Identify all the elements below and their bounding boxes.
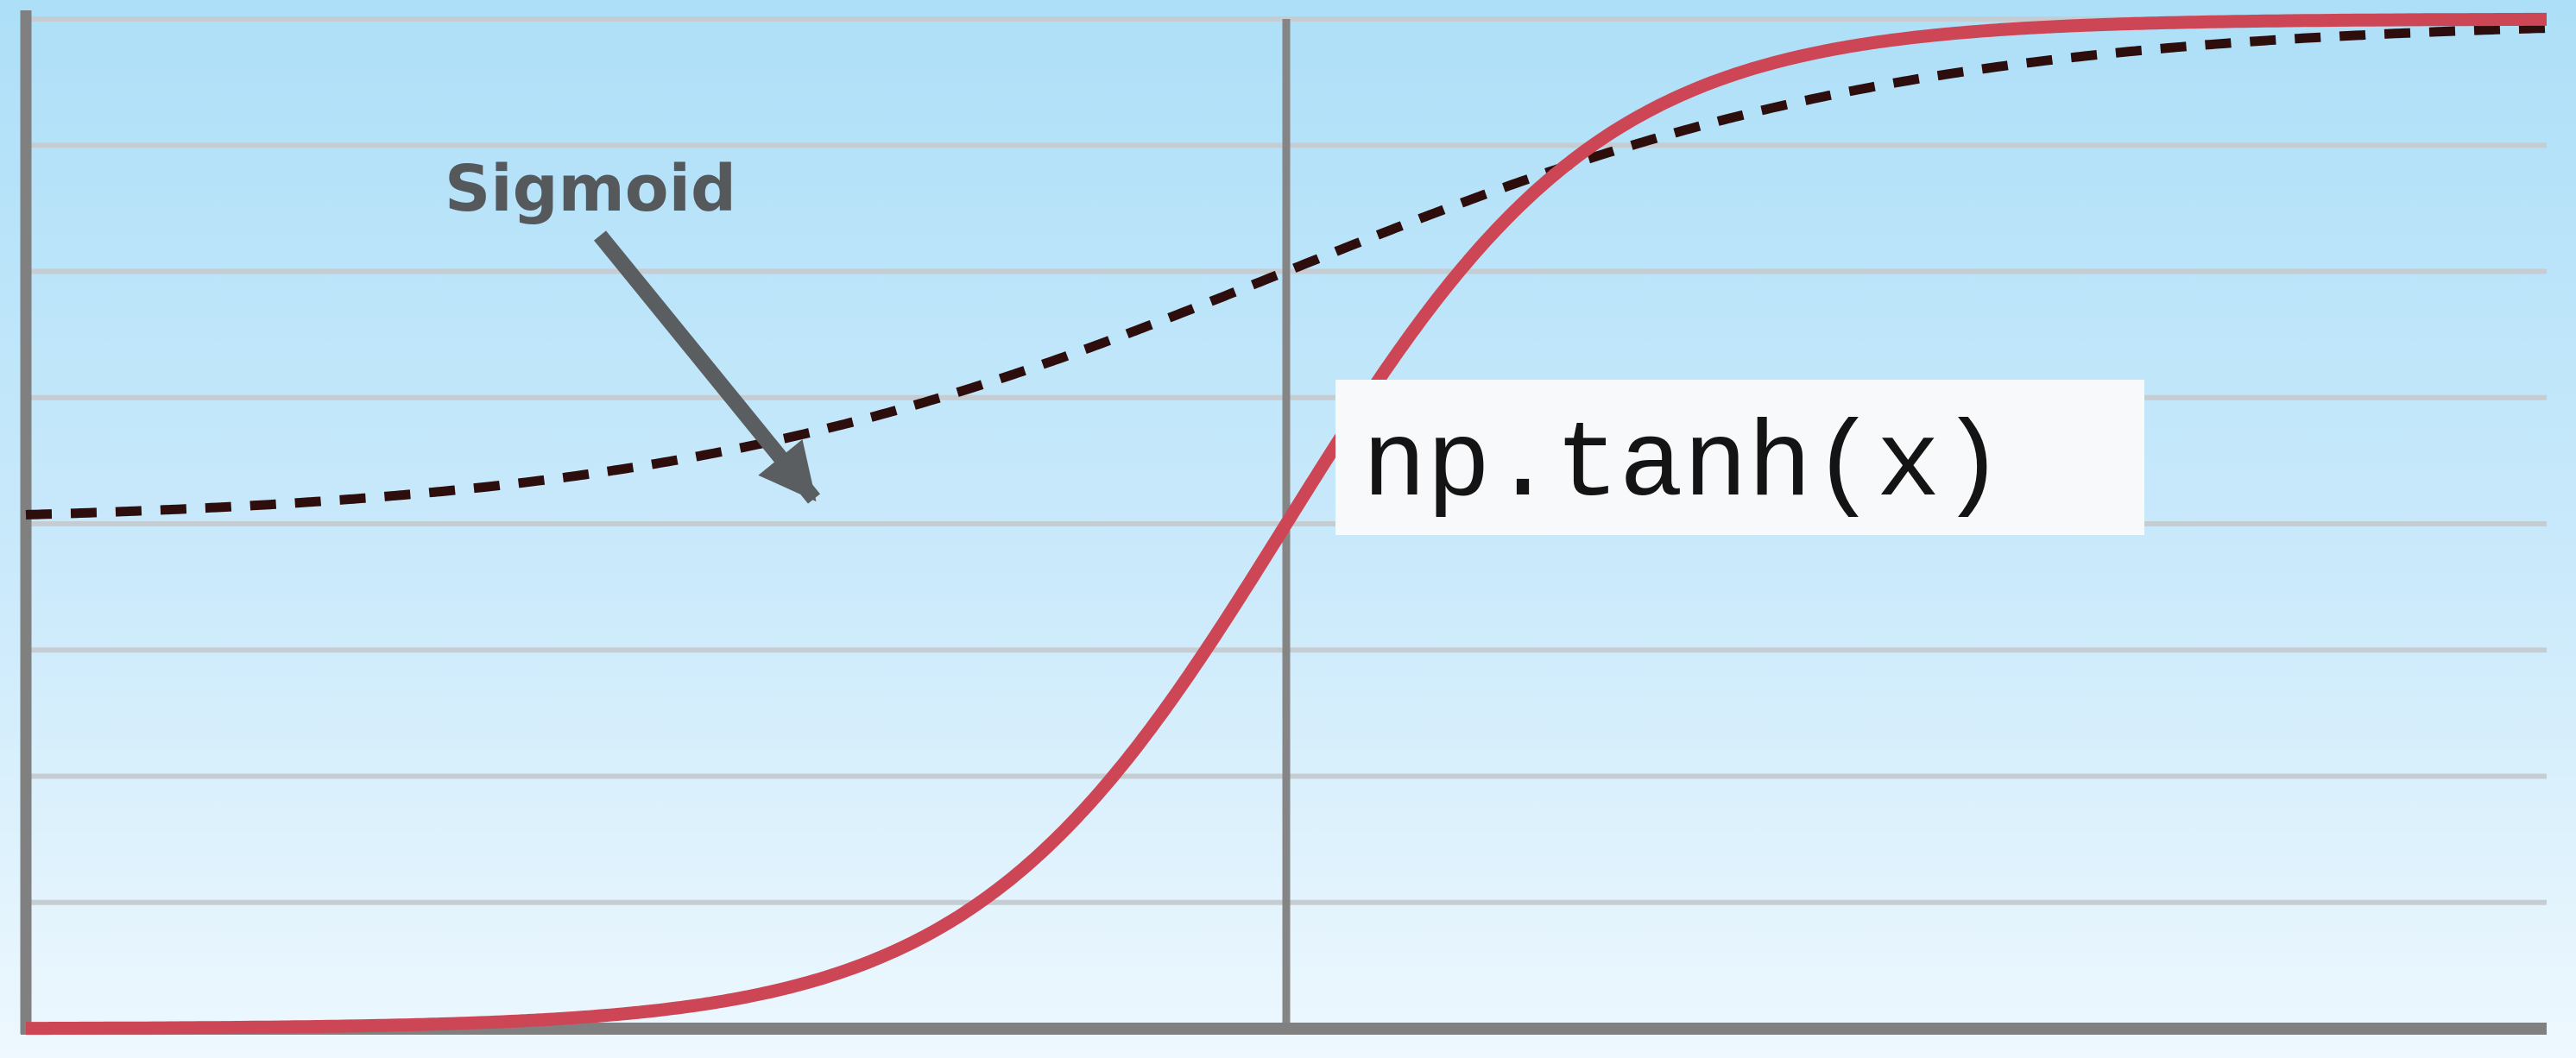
- tanh-series-line: [23, 12, 2549, 1036]
- sigmoid-label: Sigmoid: [445, 152, 736, 226]
- tanh-label-box: [1335, 380, 2144, 535]
- tanh-label: np.tanh(x): [1362, 406, 2005, 527]
- series-group: [23, 12, 2549, 1036]
- sigmoid-arrow: [594, 230, 820, 504]
- tanh-annotation: np.tanh(x): [1335, 380, 2144, 535]
- sigmoid-annotation: Sigmoid: [445, 152, 820, 504]
- sigmoid-series-line: [25, 23, 2548, 520]
